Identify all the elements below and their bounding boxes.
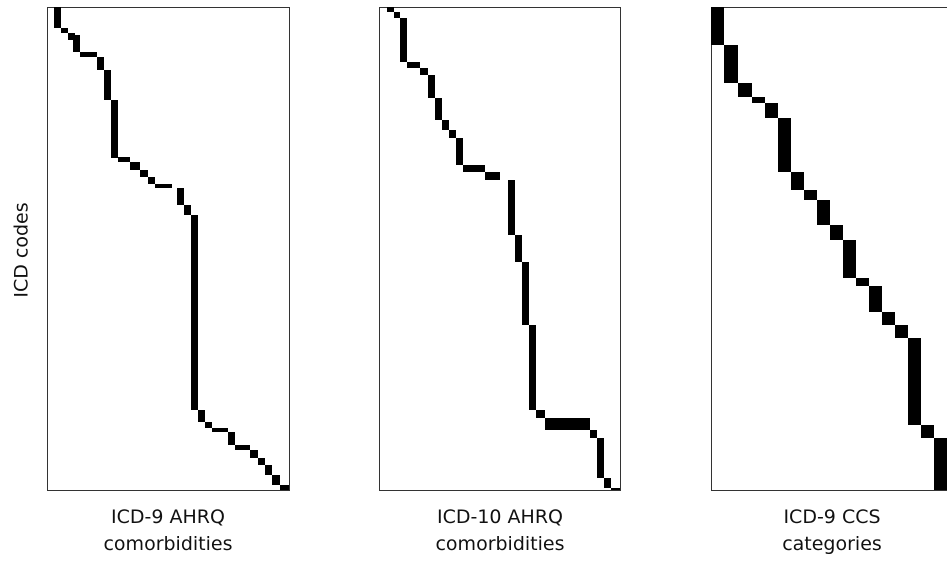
mapping-block [921,425,934,438]
mapping-block [155,184,172,188]
mapping-block [529,325,536,410]
mapping-block [73,35,80,52]
mapping-block [791,172,804,190]
mapping-block [536,410,545,418]
mapping-block [604,478,611,488]
panel-label: ICD-9 AHRQ [111,506,225,528]
mapping-block [515,235,522,262]
mapping-block [228,432,235,445]
mapping-block [68,33,75,40]
mapping-block [778,118,791,172]
mapping-block [198,410,205,422]
mapping-block [177,188,184,205]
mapping-block [522,262,529,325]
mapping-block [463,165,485,172]
mapping-block [456,138,463,165]
panel-label: categories [782,533,882,555]
mapping-block [545,418,590,430]
mapping-block [394,12,400,18]
mapping-block [611,488,620,490]
mapping-block [148,177,155,184]
panel-frame [711,7,947,491]
mapping-blocks [54,7,947,490]
mapping-block [191,215,198,410]
mapping-block [420,68,428,75]
mapping-block [724,45,738,83]
panel-label: ICD-10 AHRQ [437,506,563,528]
mapping-block [882,312,895,325]
mapping-block [54,7,61,28]
mapping-block [387,7,394,12]
panel-frame [47,7,290,491]
mapping-block [428,75,435,98]
mapping-block [765,103,778,118]
mapping-block [111,100,118,158]
mapping-block [895,325,908,338]
mapping-block [97,57,104,70]
mapping-block [435,98,442,120]
mapping-block [856,278,869,286]
mapping-block [400,18,407,62]
mapping-block [869,286,882,312]
mapping-block [738,83,752,97]
y-axis-label: ICD codes [11,202,33,297]
mapping-block [934,438,947,490]
mapping-block [280,485,289,490]
mapping-block [61,28,68,33]
mapping-block [830,225,843,240]
mapping-block [80,52,97,57]
mapping-block [485,172,500,180]
mapping-block [407,62,420,68]
mapping-block [140,170,148,177]
mapping-block [118,157,130,162]
mapping-block [104,70,111,100]
mapping-block [843,240,856,278]
mapping-block [804,190,817,200]
mapping-block [184,205,191,215]
mapping-block [597,438,604,478]
mapping-block [212,428,228,432]
mapping-block [250,450,258,458]
mapping-block [205,422,212,428]
mapping-block [130,162,140,170]
mapping-block [272,475,280,485]
panel-label: ICD-9 CCS [783,506,880,528]
mapping-block [508,180,515,235]
mapping-block [908,338,921,425]
mapping-block [235,445,250,450]
panel-label: comorbidities [103,533,232,555]
mapping-block [711,7,724,45]
panel-label: comorbidities [435,533,564,555]
mapping-block [265,465,272,475]
mapping-block [817,200,830,225]
mapping-block [590,430,597,438]
mapping-block [442,120,449,130]
mapping-block [752,97,765,103]
mapping-block [449,130,456,138]
panel-frame [379,7,621,491]
mapping-block [258,458,265,465]
